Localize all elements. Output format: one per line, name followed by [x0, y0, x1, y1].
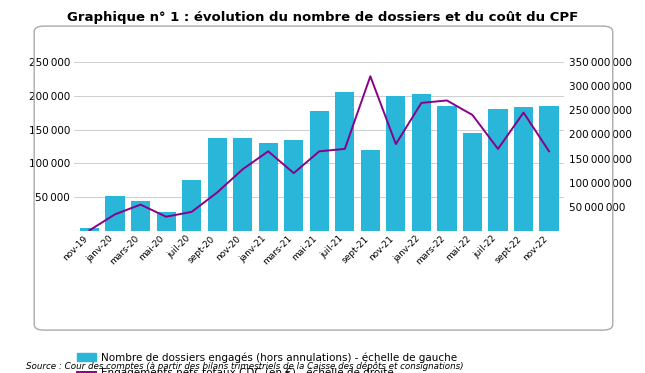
Bar [463, 133, 482, 231]
Bar [259, 143, 278, 231]
Bar [539, 106, 559, 231]
Bar [131, 201, 150, 231]
Bar [157, 212, 175, 231]
Bar [437, 106, 457, 231]
Bar [105, 196, 124, 231]
Bar [514, 107, 533, 231]
Text: Source : Cour des comptes (à partir des bilans trimestriels de la Caisse des dép: Source : Cour des comptes (à partir des … [26, 362, 463, 371]
Legend: Nombre de dossiers engagés (hors annulations) - échelle de gauche, Engagements n: Nombre de dossiers engagés (hors annulat… [77, 352, 457, 373]
Bar [182, 181, 201, 231]
Bar [386, 95, 406, 231]
Text: Graphique n° 1 : évolution du nombre de dossiers et du coût du CPF: Graphique n° 1 : évolution du nombre de … [67, 11, 578, 24]
Bar [233, 138, 252, 231]
Bar [80, 228, 99, 231]
Bar [412, 94, 431, 231]
Bar [488, 109, 508, 231]
Bar [284, 140, 303, 231]
Bar [208, 138, 227, 231]
Bar [335, 92, 354, 231]
Bar [310, 110, 329, 231]
Bar [361, 150, 380, 231]
